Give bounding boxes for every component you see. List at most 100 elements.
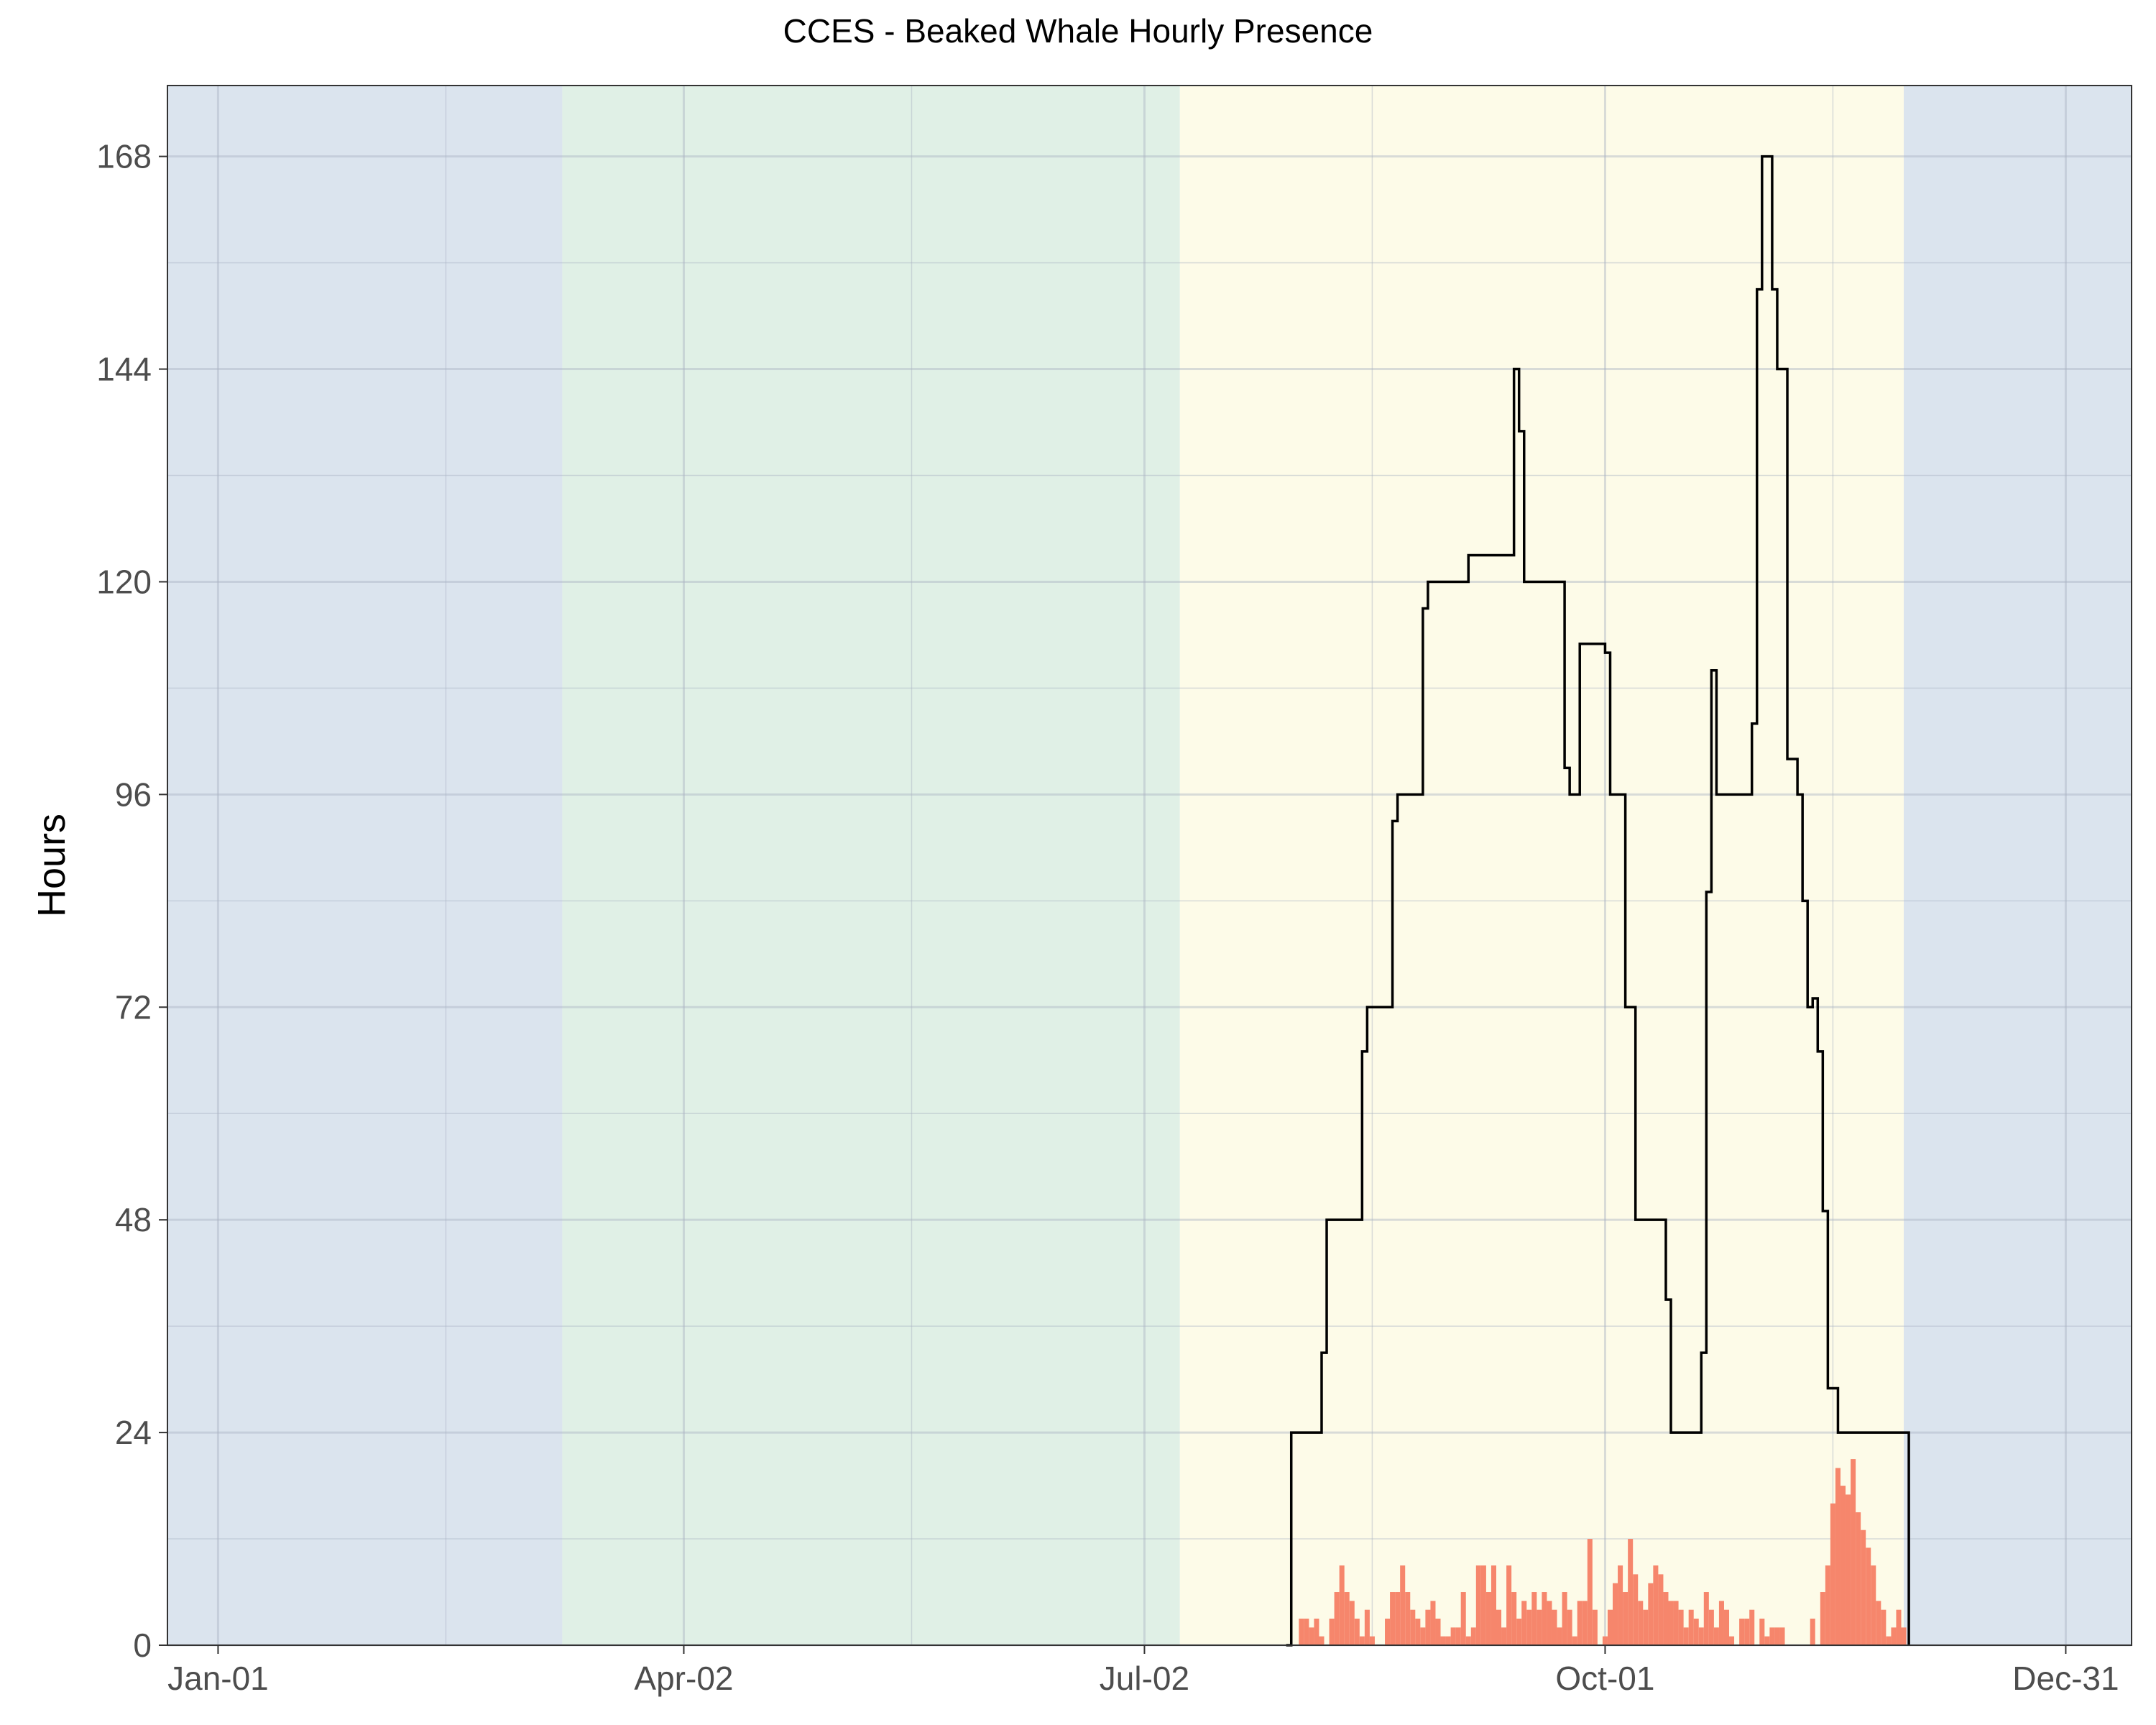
bar [1475,1565,1481,1645]
bar [1643,1609,1649,1645]
y-tick-label: 24 [115,1414,152,1451]
chart-title: CCES - Beaked Whale Hourly Presence [783,12,1373,50]
bar [1521,1601,1527,1645]
bar [1455,1627,1461,1645]
bar [1511,1592,1517,1645]
bar [1354,1619,1360,1645]
bar [1526,1609,1532,1645]
bar [1460,1592,1466,1645]
bar [1613,1583,1618,1645]
bar [1506,1565,1512,1645]
bar [1779,1627,1785,1645]
plot-border [167,85,2132,1646]
season-band-2 [1179,86,1904,1645]
bar [1465,1636,1471,1645]
bar [1531,1592,1537,1645]
season-bands [167,86,2132,1645]
bar [1435,1619,1441,1645]
bar [1557,1627,1562,1645]
bar [1344,1592,1350,1645]
x-tick-label: Apr-02 [634,1660,733,1697]
bar [1713,1627,1719,1645]
season-band-3 [1904,86,2132,1645]
step-line [1286,155,1910,1647]
bar [1562,1592,1567,1645]
bar [1339,1565,1345,1645]
bar [1547,1601,1552,1645]
y-tick-label: 120 [96,563,152,600]
bar [1480,1565,1486,1645]
bar [1592,1609,1598,1645]
bar [1491,1565,1497,1645]
bar [1496,1609,1502,1645]
bar [1668,1601,1674,1645]
bar [1485,1592,1491,1645]
bar [1749,1609,1755,1645]
axes: 0 24 48 72 96 120 144 168 Jan-01 Apr-02 Jul-02 Oct-… [96,138,2119,1697]
x-tick-label: Dec-31 [2012,1660,2119,1697]
bar [1516,1619,1522,1645]
bar [1881,1609,1886,1645]
weekly-step-line [1286,155,1910,1647]
bar [1708,1609,1714,1645]
season-band-1 [562,86,1180,1645]
bar [1623,1592,1628,1645]
bar [1866,1547,1871,1645]
bar [1648,1583,1654,1645]
bar [1851,1459,1856,1645]
bar [1400,1565,1406,1645]
bar [1861,1530,1866,1645]
bar [1410,1609,1416,1645]
bar [1329,1619,1335,1645]
bar [1582,1601,1588,1645]
bar [1891,1627,1897,1645]
bar [1744,1619,1750,1645]
bar [1420,1627,1426,1645]
bar [1764,1636,1770,1645]
bar [1430,1601,1436,1645]
bar [1309,1627,1314,1645]
bar [1718,1601,1724,1645]
bar [1537,1609,1542,1645]
bar [1501,1627,1507,1645]
bar [1349,1601,1355,1645]
bar [1835,1468,1841,1645]
hourly-bars [1299,1459,1907,1645]
bar [1369,1636,1375,1645]
bar [1364,1609,1370,1645]
bar [1390,1592,1396,1645]
bar [1587,1539,1593,1645]
bar [1470,1627,1476,1645]
y-tick-label: 48 [115,1201,152,1238]
bar [1810,1619,1815,1645]
bar [1319,1636,1325,1645]
bar [1542,1592,1547,1645]
bar [1425,1609,1431,1645]
bar [1703,1592,1709,1645]
bar [1450,1627,1456,1645]
bar [1552,1609,1557,1645]
bar [1896,1609,1902,1645]
bar [1856,1512,1861,1645]
bar [1567,1609,1572,1645]
bar [1633,1574,1639,1645]
bar [1871,1565,1876,1645]
bar [1334,1592,1340,1645]
bar [1901,1627,1907,1645]
x-tick-label: Oct-01 [1555,1660,1654,1697]
bar [1688,1609,1694,1645]
y-tick-label: 0 [133,1627,152,1664]
bar [1840,1486,1846,1645]
bar [1774,1627,1780,1645]
bar [1405,1592,1411,1645]
bar [1876,1601,1881,1645]
bar [1314,1619,1319,1645]
y-axis-title: Hours [30,814,73,917]
bar [1846,1494,1851,1645]
y-tick-label: 168 [96,138,152,175]
bar [1759,1619,1765,1645]
bar [1886,1636,1892,1645]
bar [1395,1592,1401,1645]
bar [1723,1609,1730,1645]
bar [1698,1627,1704,1645]
